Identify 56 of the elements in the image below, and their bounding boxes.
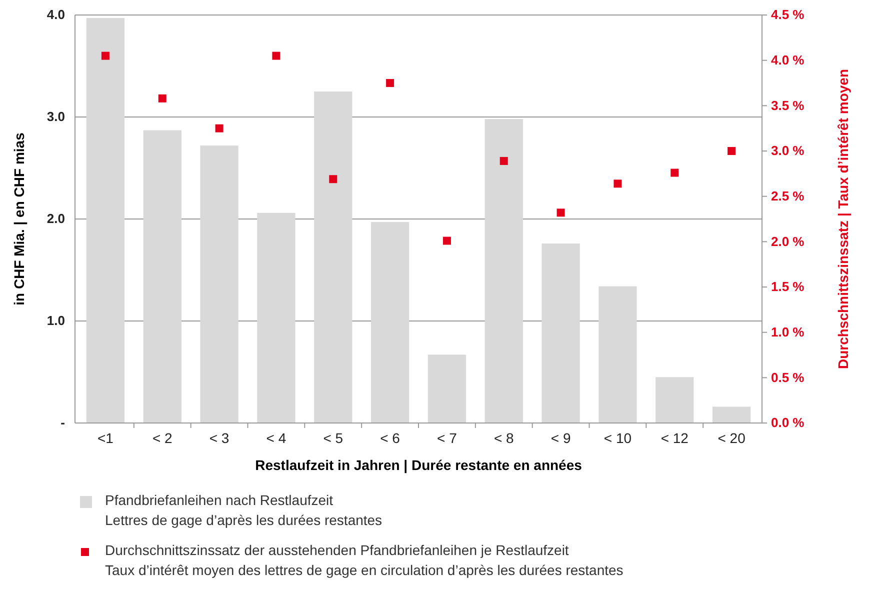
x-tick-label: < 3 (209, 430, 230, 446)
y2-tick-label: 3.5 % (771, 98, 805, 113)
bar (656, 377, 694, 423)
x-tick-label: < 5 (323, 430, 344, 446)
y2-tick-label: 1.0 % (771, 324, 805, 340)
point (272, 52, 280, 60)
x-tick-label: < 2 (152, 430, 173, 446)
x-tick-label: < 9 (550, 430, 571, 446)
point (101, 52, 110, 60)
x-axis-title: Restlaufzeit in Jahren | Durée restante en années (255, 457, 582, 474)
point (614, 180, 622, 188)
y2-tick-label: 4.0 % (771, 52, 805, 68)
bar (370, 222, 410, 423)
bar (257, 212, 296, 423)
bar (143, 130, 182, 423)
y2-axis-title: Durchschnittszinssatz | Taux d’intérêt moyen (835, 68, 852, 370)
bar (542, 243, 580, 423)
y-axis-title: in CHF Mia. | en CHF mias (11, 132, 28, 306)
y2-tick-label: 0.5 % (771, 370, 805, 385)
x-tick-label: < 12 (660, 430, 689, 446)
x-tick-label: < 20 (718, 430, 746, 446)
x-tick-label: <1 (97, 430, 114, 446)
x-tick-label: < 8 (494, 430, 514, 446)
x-tick-label: < 10 (604, 430, 632, 446)
y-tick-label: 1.0 (46, 313, 65, 328)
bar (712, 406, 751, 423)
point (158, 94, 166, 102)
bar (86, 18, 125, 423)
y-tick-label: 4.0 (46, 7, 65, 22)
x-tick-label: < 6 (380, 430, 400, 446)
y2-tick-label: 4.5 % (771, 7, 805, 22)
point (670, 168, 679, 177)
y2-tick-label: 0.0 % (771, 415, 805, 430)
x-tick-label: < 7 (437, 430, 458, 446)
bar (200, 146, 238, 423)
x-tick-label: < 4 (266, 430, 286, 446)
y2-tick-label: 2.0 % (771, 234, 805, 249)
y-tick-label: 2.0 (46, 211, 65, 226)
y-tick-label: - (60, 415, 65, 430)
legend-label: Pfandbriefanleihen nach Restlaufzeit Lettres de gage d’après les durées restantes (105, 492, 382, 528)
point (386, 79, 394, 87)
y2-tick-label: 2.5 % (771, 188, 805, 204)
point (556, 208, 565, 217)
point (728, 147, 736, 155)
legend-label: Durchschnittszinssatz der ausstehenden Pfandbriefanleihen je Restlaufzeit Taux d’intérêt moyen des lettres de gage en circulation d’après les durées restantes (105, 542, 624, 578)
y2-tick-label: 1.5 % (771, 279, 805, 294)
point (215, 124, 224, 132)
bar (314, 92, 352, 423)
point (500, 156, 508, 165)
bar (484, 119, 523, 423)
y-tick-label: 3.0 (46, 109, 65, 124)
bar (598, 286, 637, 423)
point (329, 175, 338, 184)
bar (428, 354, 466, 423)
point (442, 236, 451, 245)
y2-tick-label: 3.0 % (771, 143, 805, 158)
